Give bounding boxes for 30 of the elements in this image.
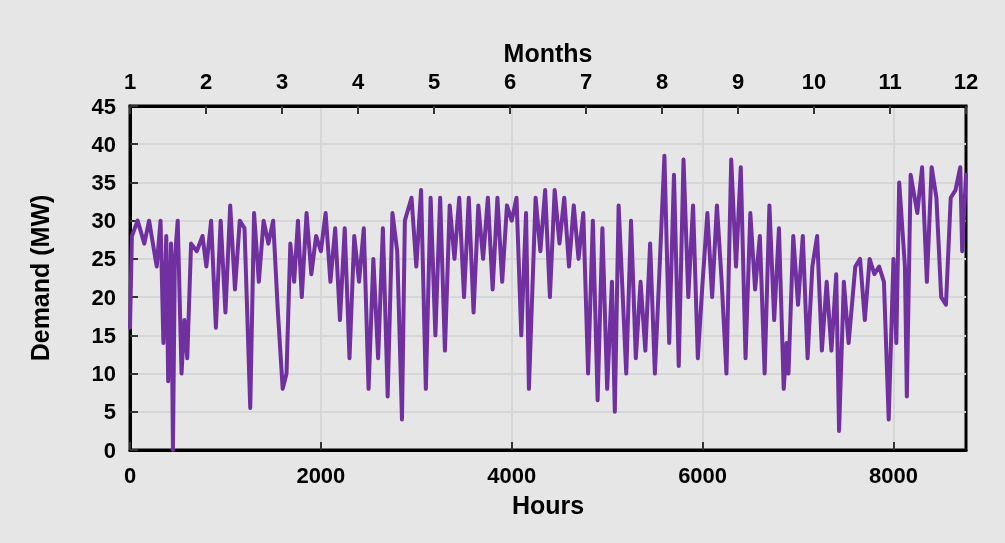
y-tick-label: 20 xyxy=(91,284,116,310)
x2-tick-label: 7 xyxy=(579,68,593,94)
y-tick-label: 45 xyxy=(91,93,116,119)
y-tick-label: 15 xyxy=(91,322,116,348)
x2-tick-label: 4 xyxy=(351,68,365,94)
x2-tick-label: 3 xyxy=(275,68,289,94)
x-axis-title: Hours xyxy=(511,490,585,519)
y-axis-title: Demand (MW) xyxy=(25,194,54,362)
x2-tick-label: 12 xyxy=(953,68,979,94)
x-tick-label: 2000 xyxy=(296,462,346,488)
y-tick-label: 10 xyxy=(91,361,116,387)
x2-tick-label: 10 xyxy=(801,68,827,94)
y-tick-label: 35 xyxy=(91,169,116,195)
x-tick-label: 6000 xyxy=(678,462,728,488)
y-tick-label: 5 xyxy=(103,399,116,425)
y-tick-label: 40 xyxy=(91,131,116,157)
y-tick-label: 25 xyxy=(91,246,116,272)
y-tick-label: 30 xyxy=(91,208,116,234)
x2-tick-label: 1 xyxy=(123,68,137,94)
x-tick-label: 0 xyxy=(123,462,137,488)
x2-tick-label: 6 xyxy=(503,68,517,94)
y-tick-label: 0 xyxy=(103,437,116,463)
x2-tick-label: 5 xyxy=(427,68,441,94)
x-tick-label: 4000 xyxy=(487,462,537,488)
x2-tick-label: 11 xyxy=(878,68,902,94)
x-tick-label: 8000 xyxy=(868,462,918,488)
x2-tick-label: 8 xyxy=(655,68,669,94)
x2-axis-title: Months xyxy=(503,38,593,67)
x2-tick-label: 2 xyxy=(199,68,213,94)
x2-tick-label: 9 xyxy=(731,68,745,94)
